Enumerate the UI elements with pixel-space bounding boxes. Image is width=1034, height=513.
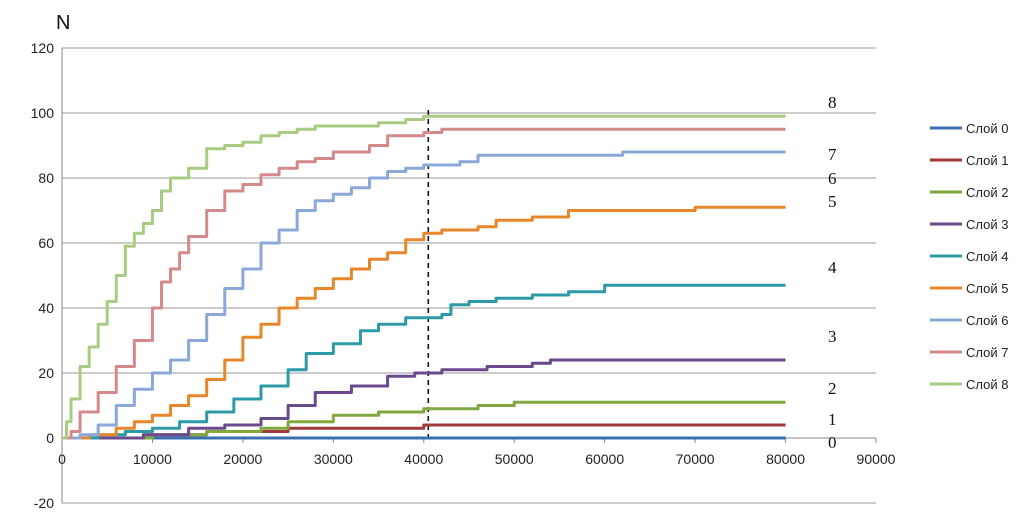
legend-label-7: Слой 7 [966,345,1008,360]
legend: Слой 0 Слой 1 Слой 2 Слой 3 Слой 4 Слой 5 Слой… [930,121,1008,392]
series-line-4 [62,283,786,440]
y-tick-label: 80 [38,170,54,186]
x-tick-labels: 0 10000 20000 30000 40000 50000 60000 70000 8000… [58,451,896,467]
y-tick-label: 120 [31,40,55,56]
series-line-6 [62,150,786,440]
series-end-label-2: 2 [828,379,837,398]
series-end-label-1: 1 [828,410,837,429]
series-end-label-5: 5 [828,192,837,211]
x-tick-label: 50000 [495,451,534,467]
x-tick-label: 60000 [585,451,624,467]
series-end-label-7: 7 [828,145,837,164]
x-tick-label: 30000 [314,451,353,467]
series-end-label-8: 8 [828,93,837,112]
x-tick-label: 40000 [404,451,443,467]
y-tick-label: 0 [46,430,54,446]
x-tick-label: 70000 [676,451,715,467]
legend-label-8: Слой 8 [966,377,1008,392]
y-tick-label: -20 [34,495,54,511]
series-line-8 [62,114,786,440]
series-end-label-4: 4 [828,258,837,277]
legend-label-4: Слой 4 [966,249,1008,264]
y-tick-label: 60 [38,235,54,251]
series-end-label-3: 3 [828,327,837,346]
legend-label-2: Слой 2 [966,185,1008,200]
legend-label-6: Слой 6 [966,313,1008,328]
x-tick-label: 0 [58,451,66,467]
legend-label-5: Слой 5 [966,281,1008,296]
legend-label-0: Слой 0 [966,121,1008,136]
x-tick-label: 10000 [133,451,172,467]
series-line-3 [62,358,786,440]
y-tick-labels: -20 0 20 40 60 80 100 120 [31,40,55,511]
series-end-label-6: 6 [828,169,837,188]
x-tick-label: 20000 [223,451,262,467]
series-end-labels: 0 1 2 3 4 5 6 7 8 [828,93,837,452]
y-axis-label: N [56,12,70,34]
y-tick-label: 40 [38,300,54,316]
series-end-label-0: 0 [828,433,837,452]
y-tick-label: 100 [31,105,55,121]
series-lines [62,114,786,440]
legend-label-1: Слой 1 [966,153,1008,168]
series-line-5 [62,205,786,440]
grid-lines [62,47,876,504]
series-line-7 [62,127,786,440]
legend-label-3: Слой 3 [966,217,1008,232]
x-tick-label: 80000 [766,451,805,467]
y-tick-label: 20 [38,365,54,381]
x-tick-label: 90000 [857,451,896,467]
